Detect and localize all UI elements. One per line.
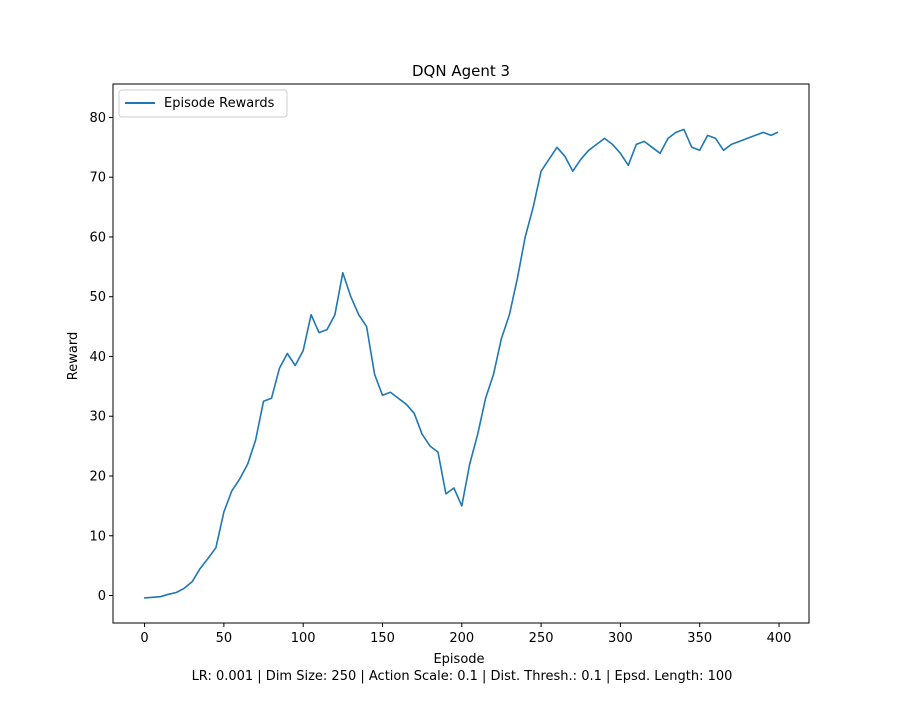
legend-box xyxy=(118,89,288,118)
x-tick-label: 50 xyxy=(216,631,233,646)
legend: Episode Rewards xyxy=(118,89,288,118)
plot-frame xyxy=(112,83,810,624)
y-tick-label: 80 xyxy=(89,111,106,126)
y-tick-label: 0 xyxy=(98,589,106,604)
x-tick-label: 100 xyxy=(291,631,316,646)
x-tick-label: 350 xyxy=(687,631,712,646)
y-tick-label: 20 xyxy=(89,470,106,485)
x-tick-label: 150 xyxy=(370,631,395,646)
y-tick-label: 40 xyxy=(89,350,106,365)
y-tick-label: 70 xyxy=(89,171,106,186)
y-tick-label: 50 xyxy=(89,290,106,305)
x-tick-label: 0 xyxy=(140,631,148,646)
y-axis-label: Reward xyxy=(66,332,81,380)
x-tick-label: 200 xyxy=(449,631,474,646)
chart-caption: LR: 0.001 | Dim Size: 250 | Action Scale… xyxy=(192,669,733,684)
chart-title: DQN Agent 3 xyxy=(412,62,510,80)
x-tick-label: 300 xyxy=(608,631,633,646)
x-tick-label: 400 xyxy=(767,631,792,646)
legend-label: Episode Rewards xyxy=(164,96,275,111)
series-line xyxy=(143,128,779,599)
y-tick-label: 60 xyxy=(89,230,106,245)
y-tick-label: 30 xyxy=(89,410,106,425)
y-axis: 0 10 20 30 40 50 60 70 80 xyxy=(89,111,113,604)
x-axis-label: Episode xyxy=(433,652,484,667)
series-layer xyxy=(143,128,779,599)
x-axis: 0 50 100 150 200 250 300 350 400 xyxy=(140,623,791,646)
y-tick-label: 10 xyxy=(89,529,106,544)
x-tick-label: 250 xyxy=(529,631,554,646)
